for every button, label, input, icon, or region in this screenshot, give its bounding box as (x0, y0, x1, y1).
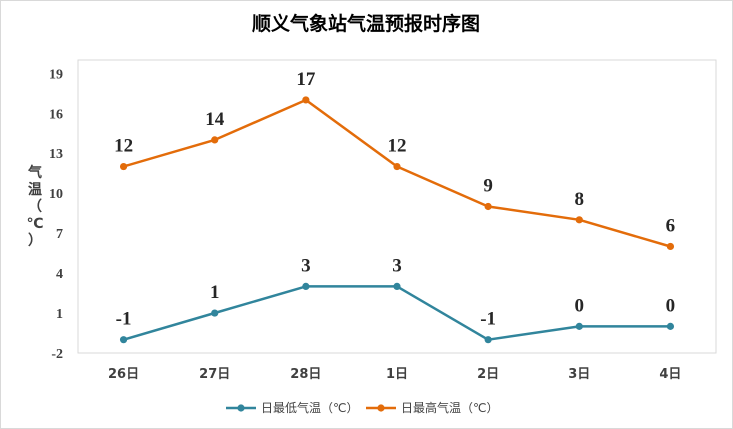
chart-title: 顺义气象站气温预报时序图 (252, 12, 480, 35)
data-label: 0 (666, 295, 676, 316)
x-tick-label: 27日 (199, 367, 230, 382)
x-tick-label: 1日 (386, 367, 408, 382)
y-axis-label-char: ℃ (27, 216, 44, 232)
data-label: 9 (483, 176, 493, 197)
y-tick-label: 10 (49, 187, 63, 202)
data-point (211, 136, 219, 144)
data-point (484, 336, 492, 344)
y-tick-label: 7 (56, 227, 63, 242)
data-point (484, 202, 492, 211)
y-tick-label: 13 (49, 147, 63, 162)
data-label: 3 (301, 255, 311, 276)
data-point (393, 162, 401, 171)
legend-marker (377, 404, 385, 412)
x-tick-label: 3日 (568, 367, 590, 382)
y-tick-label: 1 (56, 307, 63, 322)
y-tick-label: 4 (56, 267, 63, 282)
y-axis-label-char: 温 (28, 182, 42, 198)
y-tick-label: 16 (49, 107, 63, 122)
series-line (123, 285, 671, 341)
y-axis-label-char: 气 (27, 164, 42, 181)
data-label: 1 (210, 282, 220, 303)
y-tick-label: 19 (49, 67, 63, 82)
data-point (393, 282, 401, 291)
x-tick-label: 4日 (659, 367, 681, 382)
x-tick-label: 26日 (108, 367, 139, 382)
legend-label: 日最低气温（℃） (261, 400, 358, 415)
data-label: 12 (114, 136, 133, 157)
x-tick-label: 28日 (290, 367, 321, 382)
data-label: 6 (666, 215, 676, 236)
data-point (119, 336, 128, 344)
legend-marker (237, 404, 245, 412)
data-point (302, 282, 310, 291)
data-point (575, 216, 583, 224)
data-point (575, 322, 583, 330)
data-label: 8 (575, 189, 585, 210)
data-label: -1 (480, 309, 496, 330)
data-label: 14 (205, 109, 225, 130)
data-point (211, 309, 219, 317)
plot-area (77, 59, 717, 354)
data-point (666, 322, 675, 330)
data-point (666, 242, 675, 251)
y-axis-label-char: （ (28, 199, 42, 215)
x-tick-label: 2日 (477, 367, 499, 382)
data-label: -1 (116, 309, 132, 330)
data-label: 0 (575, 295, 585, 316)
y-axis-label-char: ） (28, 233, 42, 249)
data-label: 17 (296, 69, 316, 90)
y-tick-label: -2 (51, 347, 63, 362)
data-label: 3 (392, 255, 402, 276)
data-label: 12 (388, 136, 407, 157)
data-point (302, 96, 310, 104)
data-point (119, 162, 128, 171)
legend-label: 日最高气温（℃） (401, 400, 498, 415)
